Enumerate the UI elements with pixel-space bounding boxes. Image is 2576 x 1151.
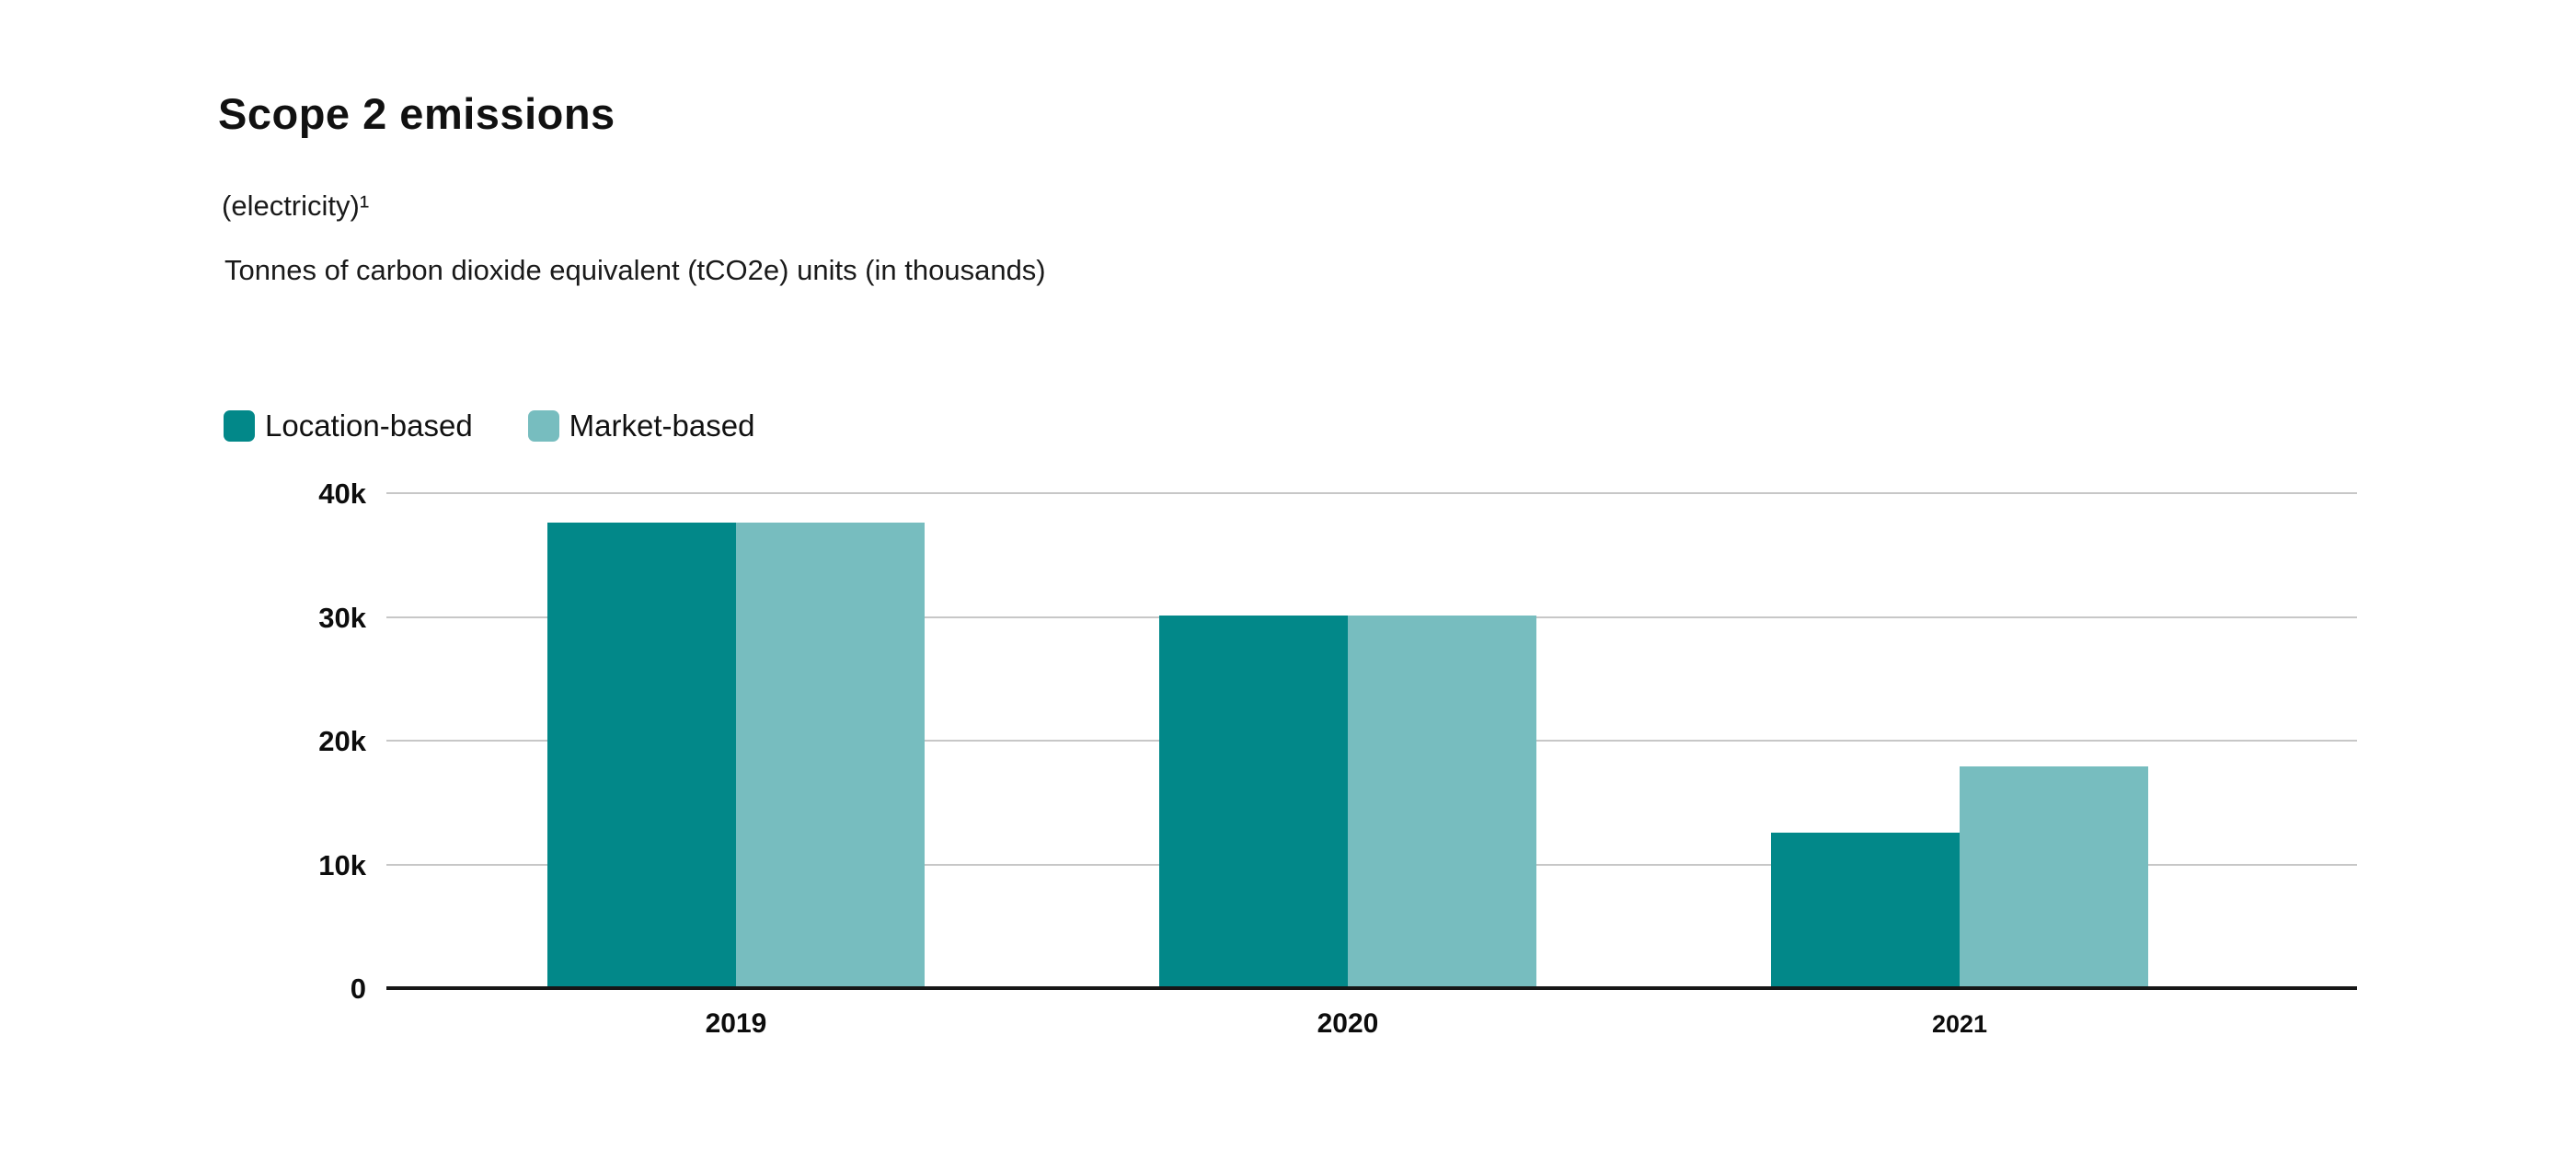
legend-swatch-location-based: [224, 410, 255, 442]
legend-label-market-based: Market-based: [569, 409, 755, 443]
x-axis-line: [386, 986, 2357, 990]
y-tick-label-0: 0: [350, 973, 366, 1005]
legend-label-location-based: Location-based: [265, 409, 473, 443]
bar-location-based-2021: [1771, 833, 1960, 986]
chart-legend: Location-based Market-based: [224, 409, 754, 443]
y-tick-label-30k: 30k: [318, 601, 366, 634]
legend-swatch-market-based: [527, 410, 559, 442]
legend-item-location-based: Location-based: [224, 409, 473, 443]
bar-market-based-2019: [736, 522, 925, 986]
x-tick-label-2020: 2020: [1317, 1008, 1379, 1039]
gridline-40k: [386, 492, 2357, 494]
chart-title: Scope 2 emissions: [218, 89, 615, 138]
legend-item-market-based: Market-based: [527, 409, 755, 443]
chart-subtitle-electricity: (electricity)¹: [222, 190, 370, 222]
y-tick-label-20k: 20k: [318, 725, 366, 757]
y-tick-label-10k: 10k: [318, 848, 366, 881]
x-tick-label-2021: 2021: [1931, 1010, 1988, 1038]
bar-market-based-2020: [1348, 615, 1536, 986]
y-tick-label-40k: 40k: [318, 478, 366, 510]
bar-market-based-2021: [1960, 765, 2148, 986]
chart-units-label: Tonnes of carbon dioxide equivalent (tCO…: [224, 254, 1046, 286]
bar-location-based-2020: [1159, 615, 1348, 986]
bar-location-based-2019: [547, 522, 736, 986]
x-tick-label-2019: 2019: [705, 1008, 767, 1039]
